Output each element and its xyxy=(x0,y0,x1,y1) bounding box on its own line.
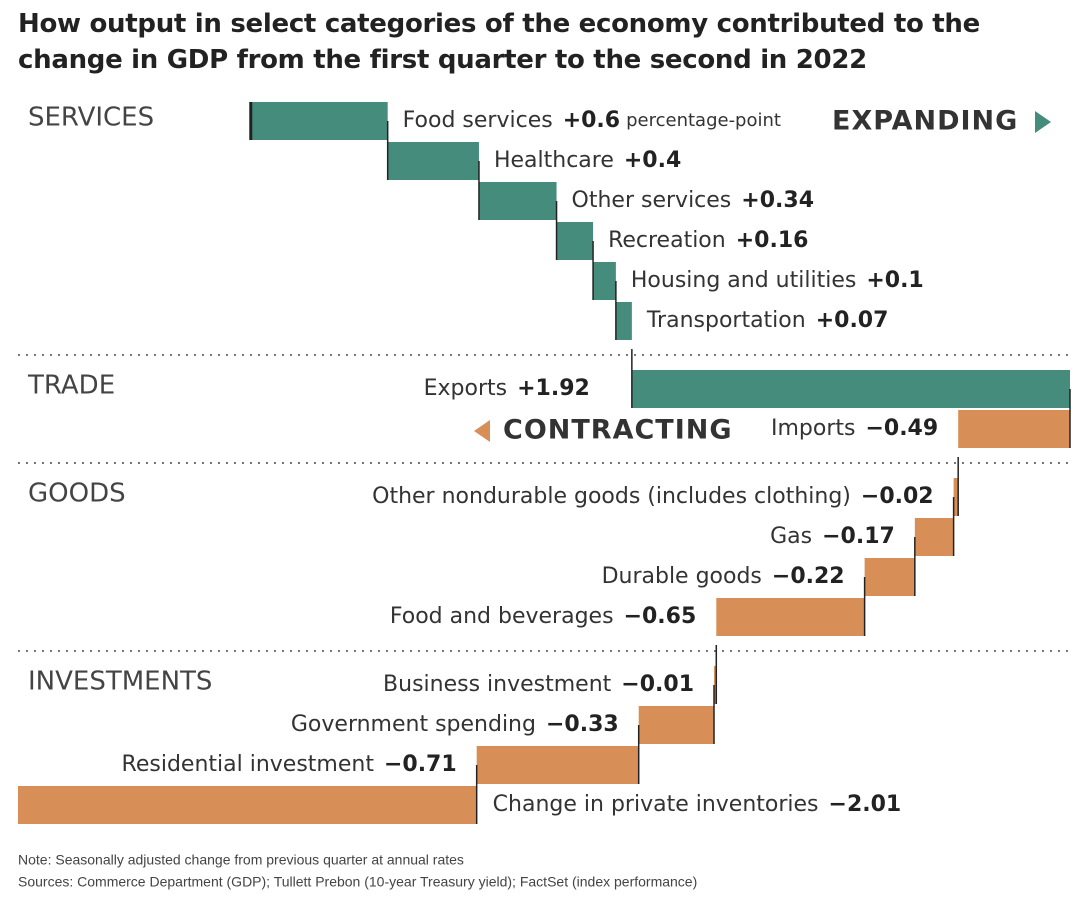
bar-label: Food services +0.6 percentage-point xyxy=(403,108,781,133)
bar-label: Exports +1.92 xyxy=(424,376,590,401)
bar-label: Government spending −0.33 xyxy=(291,712,619,737)
category-label: Residential investment xyxy=(122,752,375,777)
section-label: GOODS xyxy=(28,479,126,509)
bar-label: Housing and utilities +0.1 xyxy=(631,268,924,293)
category-label: Change in private inventories xyxy=(493,792,819,817)
value-label: −0.01 xyxy=(621,672,694,697)
note: Sources: Commerce Department (GDP); Tull… xyxy=(18,874,697,890)
bar xyxy=(914,518,954,556)
category-label: Housing and utilities xyxy=(631,268,856,293)
section-label: SERVICES xyxy=(28,103,154,133)
bar-label: Transportation +0.07 xyxy=(646,308,889,333)
value-label: +0.4 xyxy=(624,148,681,173)
category-label: Durable goods xyxy=(602,564,762,589)
note: Note: Seasonally adjusted change from pr… xyxy=(18,852,464,868)
category-label: Gas xyxy=(770,524,812,549)
bar-label: Other nondurable goods (includes clothin… xyxy=(372,484,933,509)
value-label: −0.71 xyxy=(384,752,457,777)
unit-label: percentage-point xyxy=(626,110,781,131)
value-label: +1.92 xyxy=(517,376,590,401)
bar-label: Recreation +0.16 xyxy=(608,228,808,253)
value-label: −0.17 xyxy=(822,524,895,549)
value-label: −0.33 xyxy=(546,712,619,737)
bar-label: Residential investment −0.71 xyxy=(122,752,457,777)
bar xyxy=(638,706,715,744)
value-label: −0.65 xyxy=(624,604,697,629)
category-label: Government spending xyxy=(291,712,536,737)
value-label: +0.1 xyxy=(866,268,923,293)
contracting-arrow xyxy=(474,420,490,442)
bar-label: Imports −0.49 xyxy=(771,416,938,441)
category-label: Other nondurable goods (includes clothin… xyxy=(372,484,851,509)
value-label: −0.02 xyxy=(861,484,934,509)
category-label: Food and beverages xyxy=(390,604,614,629)
category-label: Imports xyxy=(771,416,855,441)
category-label: Healthcare xyxy=(494,148,614,173)
expanding-arrow xyxy=(1035,111,1051,133)
bar xyxy=(615,302,632,340)
category-label: Exports xyxy=(424,376,507,401)
bar-label: Healthcare +0.4 xyxy=(494,148,681,173)
section-label: TRADE xyxy=(27,371,115,401)
bar-label: Business investment −0.01 xyxy=(383,672,694,697)
bar xyxy=(958,410,1070,448)
bar xyxy=(250,102,388,140)
bar xyxy=(864,558,915,596)
bar xyxy=(387,142,479,180)
bar xyxy=(478,182,557,220)
value-label: +0.07 xyxy=(816,308,889,333)
bar xyxy=(953,478,959,516)
bar-label: Food and beverages −0.65 xyxy=(390,604,696,629)
contracting-label: CONTRACTING xyxy=(503,415,733,446)
value-label: +0.16 xyxy=(736,228,809,253)
bar-label: Other services +0.34 xyxy=(572,188,814,213)
category-label: Other services xyxy=(572,188,732,213)
bar-label: Durable goods −0.22 xyxy=(602,564,845,589)
category-label: Food services xyxy=(403,108,553,133)
bar xyxy=(714,666,717,704)
bar-label: Change in private inventories −2.01 xyxy=(493,792,902,817)
bar xyxy=(593,262,616,300)
category-label: Transportation xyxy=(646,308,806,333)
bar-label: Gas −0.17 xyxy=(770,524,895,549)
category-label: Business investment xyxy=(383,672,612,697)
expanding-label: EXPANDING xyxy=(832,106,1018,137)
value-label: −0.49 xyxy=(865,416,938,441)
category-label: Recreation xyxy=(608,228,726,253)
section-label: INVESTMENTS xyxy=(28,667,212,697)
value-label: −2.01 xyxy=(829,792,902,817)
value-label: −0.22 xyxy=(772,564,845,589)
value-label: +0.6 xyxy=(563,108,620,133)
bar xyxy=(716,598,865,636)
bar xyxy=(18,786,477,824)
value-label: +0.34 xyxy=(741,188,814,213)
chart-title: How output in select categories of the e… xyxy=(18,9,980,75)
bar xyxy=(631,370,1070,408)
bar xyxy=(476,746,639,784)
bar xyxy=(556,222,594,260)
